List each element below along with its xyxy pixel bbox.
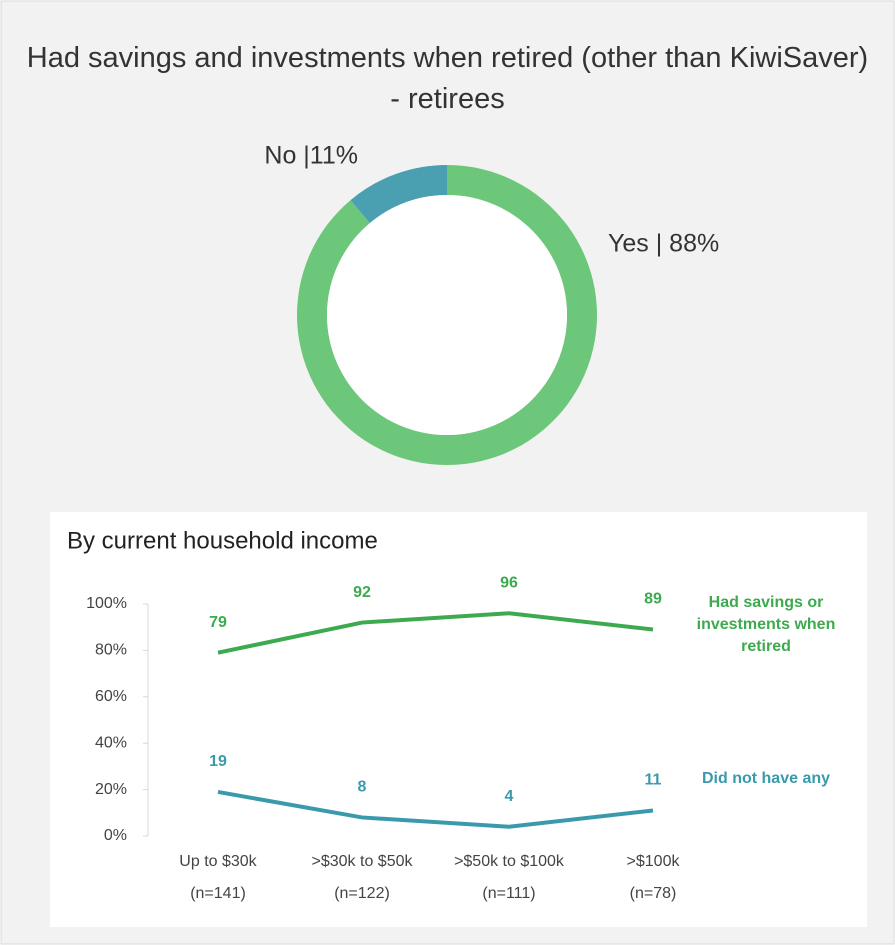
data-label: 8 [358, 779, 367, 796]
y-tick-label: 100% [86, 595, 127, 612]
chart-subtitle: By current household income [67, 527, 378, 554]
x-tick-sample: (n=141) [190, 885, 246, 902]
series-line [217, 611, 654, 655]
donut-label: No |11% [264, 142, 358, 170]
data-label: 4 [505, 788, 514, 805]
data-label: 19 [209, 753, 227, 770]
data-label: 79 [209, 614, 227, 631]
x-tick-label: >$100k [627, 853, 681, 870]
donut-segment [350, 165, 447, 224]
legend-label: Did not have any [701, 770, 831, 787]
x-tick-label: >$50k to $100k [454, 853, 565, 870]
y-tick-label: 0% [104, 827, 127, 844]
data-label: 11 [645, 772, 662, 789]
x-tick-sample: (n=78) [630, 885, 677, 902]
y-tick-label: 20% [95, 781, 127, 798]
x-tick-sample: (n=122) [334, 885, 390, 902]
donut-label: Yes | 88% [608, 230, 719, 258]
y-tick-label: 60% [95, 688, 127, 705]
y-tick-label: 40% [95, 734, 127, 751]
series-line [217, 789, 654, 829]
legend-label: Had savings or investments when retired [696, 594, 836, 655]
data-label: 89 [644, 591, 662, 608]
line-panel [50, 512, 867, 927]
data-label: 96 [500, 574, 518, 591]
x-tick-sample: (n=111) [482, 885, 535, 902]
data-label: 92 [353, 584, 371, 601]
x-tick-label: Up to $30k [179, 853, 257, 870]
donut-hole [327, 195, 567, 435]
chart-title: Had savings and investments when retired… [26, 42, 869, 115]
y-tick-label: 80% [95, 642, 127, 659]
x-tick-label: >$30k to $50k [312, 853, 414, 870]
